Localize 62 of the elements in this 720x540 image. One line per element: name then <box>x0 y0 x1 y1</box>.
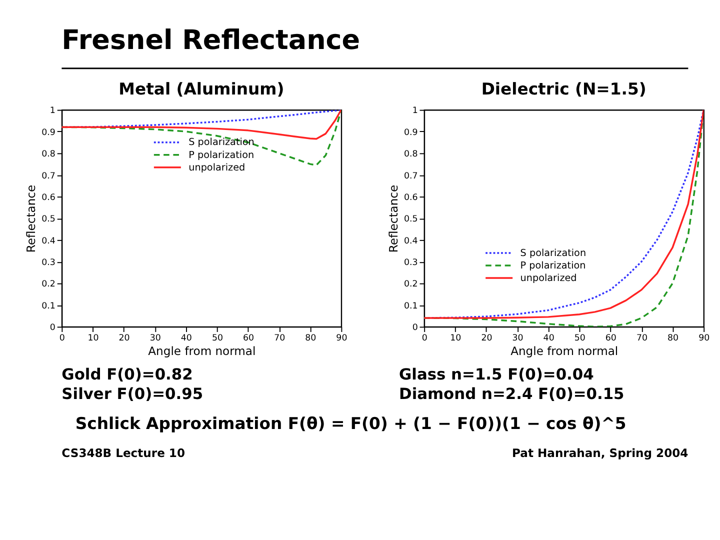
x-tick-label: 30 <box>512 334 524 344</box>
x-tick-label: 30 <box>150 334 161 344</box>
text: Glass n=1.5 F(0)=0.04 <box>399 366 594 384</box>
legend-label: S polarization <box>520 248 586 259</box>
x-tick-label: 60 <box>605 334 616 344</box>
x-tick-label: 90 <box>698 334 710 344</box>
y-tick-label: 0 <box>50 323 56 334</box>
x-tick-label: 20 <box>481 334 492 344</box>
text: Schlick Approximation F(θ) = F(0) + (1 − F(0))(1 − cos θ)^5 <box>75 414 626 433</box>
y-tick-label: 0.3 <box>404 258 418 268</box>
legend-label: unpolarized <box>188 162 246 174</box>
text: Diamond n=2.4 F(0)=0.15 <box>399 384 624 403</box>
x-tick-label: 10 <box>88 334 99 344</box>
chart-title: Metal (Aluminum) <box>118 79 284 98</box>
y-tick-label: 0.5 <box>42 214 56 225</box>
x-tick-label: 90 <box>336 334 348 344</box>
text: Fresnel Reflectance <box>62 25 360 56</box>
y-tick-label: 0 <box>412 323 418 334</box>
x-tick-label: 70 <box>636 334 648 344</box>
x-axis-title: Angle from normal <box>148 344 256 358</box>
y-tick-label: 0.6 <box>404 192 418 203</box>
x-tick-label: 0 <box>59 334 65 344</box>
x-tick-label: 40 <box>180 334 192 344</box>
text: CS348B Lecture 10 <box>62 446 186 460</box>
x-tick-label: 80 <box>668 334 679 344</box>
text: Pat Hanrahan, Spring 2004 <box>512 446 688 460</box>
x-tick-label: 70 <box>274 334 286 344</box>
legend-label: S polarization <box>188 137 254 148</box>
x-tick-label: 10 <box>450 334 462 344</box>
y-tick-label: 0.7 <box>42 171 56 182</box>
x-axis-title: Angle from normal <box>510 344 618 358</box>
legend-label: P polarization <box>188 150 254 161</box>
x-tick-label: 80 <box>305 334 316 344</box>
y-tick-label: 0.4 <box>42 236 56 246</box>
legend-label: P polarization <box>520 260 586 272</box>
text: Gold F(0)=0.82 <box>62 366 193 384</box>
text: Silver F(0)=0.95 <box>62 384 204 403</box>
y-tick-label: 0.9 <box>42 128 56 138</box>
y-tick-label: 0.8 <box>404 150 418 160</box>
y-tick-label: 1 <box>50 106 56 116</box>
y-tick-label: 0.2 <box>404 280 418 290</box>
y-tick-label: 0.7 <box>404 171 418 182</box>
legend-label: unpolarized <box>520 272 577 284</box>
y-tick-label: 0.3 <box>42 258 56 268</box>
y-tick-label: 0.8 <box>42 150 56 160</box>
y-axis-title: Reflectance <box>386 184 400 253</box>
x-tick-label: 20 <box>118 334 130 344</box>
y-tick-label: 0.4 <box>404 236 418 246</box>
x-tick-label: 60 <box>243 334 254 344</box>
y-tick-label: 0.2 <box>42 280 56 290</box>
x-tick-label: 40 <box>543 334 554 344</box>
y-tick-label: 0.1 <box>404 301 418 312</box>
y-tick-label: 0.5 <box>404 214 418 225</box>
y-tick-label: 0.6 <box>42 192 56 203</box>
chart-title: Dielectric (N=1.5) <box>481 79 646 98</box>
y-tick-label: 1 <box>412 106 418 116</box>
x-tick-label: 50 <box>212 334 223 344</box>
y-tick-label: 0.9 <box>404 128 418 138</box>
x-tick-label: 50 <box>574 334 586 344</box>
y-axis-title: Reflectance <box>24 184 38 253</box>
y-tick-label: 0.1 <box>42 301 56 312</box>
x-tick-label: 0 <box>422 334 428 344</box>
